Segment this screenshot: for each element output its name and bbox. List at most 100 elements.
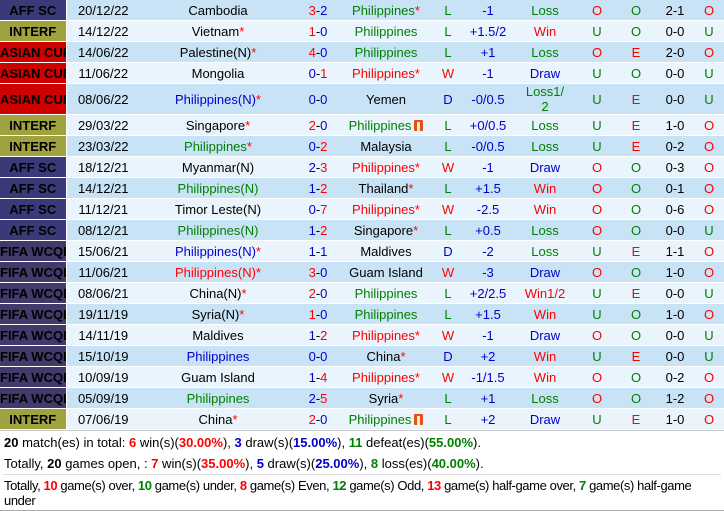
halftime-score: 2-0 xyxy=(656,41,694,63)
result-letter: W xyxy=(432,198,464,220)
team-name[interactable]: Mongolia xyxy=(191,65,245,81)
team-name[interactable]: Philippines xyxy=(184,138,247,154)
team-name[interactable]: Philippines xyxy=(354,23,418,39)
odd-even: O xyxy=(616,198,656,220)
team-name[interactable]: Philippines xyxy=(352,369,415,385)
odd-even: E xyxy=(616,345,656,367)
handicap-result: Loss xyxy=(512,135,578,157)
team-name[interactable]: Philippines xyxy=(186,348,250,364)
handicap-value: -2 xyxy=(482,243,494,259)
team-name[interactable]: Maldives xyxy=(192,327,244,343)
over-under-halftime-value: O xyxy=(703,44,715,60)
handicap-line: -2.5 xyxy=(464,198,512,220)
team-name[interactable]: Philippines(N) xyxy=(177,222,259,238)
summary-segment: 30.00% xyxy=(178,435,223,450)
halftime-score-value: 0-0 xyxy=(665,285,685,301)
team-name[interactable]: Thailand xyxy=(358,180,409,196)
halftime-score-value: 0-2 xyxy=(665,369,685,385)
handicap-result: Loss xyxy=(512,114,578,136)
over-under-fulltime: O xyxy=(578,177,616,199)
team-name[interactable]: Guam Island xyxy=(181,369,255,385)
result-star: * xyxy=(246,138,252,154)
handicap-result: Win xyxy=(512,345,578,367)
home-goals: 0 xyxy=(308,65,316,81)
team-name[interactable]: Philippines(N) xyxy=(175,264,256,280)
team-name[interactable]: Syria xyxy=(368,390,399,406)
team-name[interactable]: Yemen xyxy=(366,91,406,107)
team-name[interactable]: Palestine(N) xyxy=(179,44,252,60)
halftime-score-value: 0-0 xyxy=(665,327,685,343)
team-name[interactable]: Philippines xyxy=(352,327,415,343)
team-name[interactable]: Philippines(N) xyxy=(177,180,259,196)
team-name[interactable]: China xyxy=(366,348,401,364)
team-name[interactable]: Maldives xyxy=(360,243,412,259)
over-under-value: U xyxy=(592,65,602,81)
over-under-halftime: U xyxy=(694,20,724,42)
result-star: * xyxy=(398,390,404,406)
fulltime-score: 1-0 xyxy=(296,20,340,42)
over-under-fulltime: O xyxy=(578,198,616,220)
handicap-line: -1 xyxy=(464,62,512,84)
team-name[interactable]: Philippines xyxy=(352,2,415,18)
team-name[interactable]: Philippines xyxy=(348,117,412,133)
table-row: AFF SC 08/12/21 Philippines(N) 1-2 Singapore… xyxy=(0,219,724,241)
match-date: 11/12/21 xyxy=(66,198,140,220)
team-name[interactable]: Philippines xyxy=(352,159,415,175)
competition-label: AFF SC xyxy=(9,180,57,196)
summary-segment: win(s)( xyxy=(136,435,179,450)
team-name[interactable]: Philippines xyxy=(352,201,415,217)
competition-label: INTERF xyxy=(9,138,57,154)
over-under-halftime-value: O xyxy=(703,411,715,427)
score-dash: - xyxy=(315,201,321,217)
team-name[interactable]: China(N) xyxy=(189,285,242,301)
team-name[interactable]: Singapore xyxy=(185,117,246,133)
handicap-line: -1/1.5 xyxy=(464,366,512,388)
handicap-result-value: Win1/2 xyxy=(524,285,566,301)
team-name[interactable]: Philippines xyxy=(354,285,418,301)
team-name[interactable]: Philippines xyxy=(352,65,415,81)
competition-badge: AFF SC xyxy=(0,156,67,178)
team-name[interactable]: Philippines xyxy=(348,411,412,427)
table-row: INTERF 07/06/19 China* 2-0 Philippines L +2 Dra… xyxy=(0,408,724,430)
competition-label: FIFA WCQL xyxy=(0,243,66,259)
competition-label: FIFA WCQL xyxy=(0,306,66,322)
team-name[interactable]: Guam Island xyxy=(349,264,423,280)
handicap-result-value: Win xyxy=(533,369,557,385)
result-value: W xyxy=(441,327,455,343)
fulltime-score: 1-2 xyxy=(296,177,340,199)
odd-even: E xyxy=(616,41,656,63)
team-name[interactable]: Philippines xyxy=(186,390,250,406)
handicap-line: +1.5 xyxy=(464,303,512,325)
over-under-halftime-value: O xyxy=(703,264,715,280)
team-name[interactable]: Cambodia xyxy=(188,2,248,18)
summary-segment: 20 xyxy=(4,435,19,450)
team-name[interactable]: Malaysia xyxy=(360,138,412,154)
team-name[interactable]: Timor Leste(N) xyxy=(174,201,262,217)
result-star: * xyxy=(414,2,420,18)
summary-segment: win(s)( xyxy=(158,456,202,471)
home-team-cell: China* xyxy=(140,408,296,430)
fulltime-score: 1-2 xyxy=(296,324,340,346)
team-name[interactable]: Syria(N) xyxy=(191,306,240,322)
team-name[interactable]: Philippines(N) xyxy=(175,91,256,107)
date-label: 08/06/22 xyxy=(77,91,129,107)
team-name[interactable]: China xyxy=(198,411,233,427)
date-label: 14/12/22 xyxy=(77,23,129,39)
away-team-cell: Syria* xyxy=(340,387,432,409)
over-under-fulltime: O xyxy=(578,41,616,63)
score-dash: - xyxy=(315,65,321,81)
team-name[interactable]: Vietnam xyxy=(191,23,240,39)
team-name[interactable]: Philippines(N) xyxy=(175,243,256,259)
home-team-cell: Philippines xyxy=(140,387,296,409)
handicap-result-value: Loss xyxy=(531,138,559,154)
team-name[interactable]: Philippines xyxy=(354,306,418,322)
over-under-value: U xyxy=(592,117,602,133)
competition-label: INTERF xyxy=(9,411,57,427)
team-name[interactable]: Myanmar(N) xyxy=(181,159,255,175)
competition-label: ASIAN CUP xyxy=(0,65,66,81)
match-date: 15/10/19 xyxy=(66,345,140,367)
score-dash: - xyxy=(315,222,321,238)
team-name[interactable]: Singapore xyxy=(353,222,414,238)
team-name[interactable]: Philippines xyxy=(354,44,418,60)
